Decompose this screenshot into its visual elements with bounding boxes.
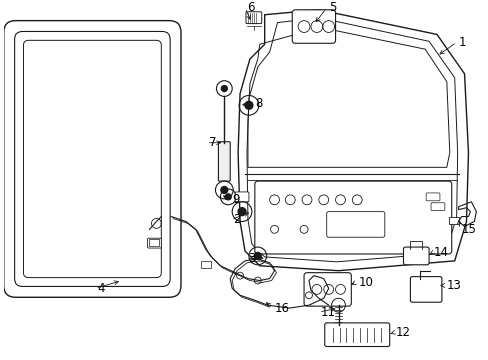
FancyBboxPatch shape bbox=[245, 12, 261, 24]
FancyBboxPatch shape bbox=[147, 238, 161, 248]
Text: 13: 13 bbox=[446, 279, 461, 292]
Polygon shape bbox=[238, 10, 468, 271]
FancyBboxPatch shape bbox=[23, 40, 161, 278]
Text: 5: 5 bbox=[328, 1, 335, 14]
Text: 16: 16 bbox=[274, 302, 289, 315]
Text: 6: 6 bbox=[246, 1, 254, 14]
FancyBboxPatch shape bbox=[430, 203, 444, 211]
Text: 9: 9 bbox=[232, 193, 239, 206]
Circle shape bbox=[244, 102, 252, 109]
Text: 2: 2 bbox=[233, 213, 240, 226]
Text: 7: 7 bbox=[208, 136, 216, 149]
Text: 14: 14 bbox=[433, 247, 448, 260]
FancyBboxPatch shape bbox=[292, 10, 335, 43]
Text: 12: 12 bbox=[395, 326, 410, 339]
Circle shape bbox=[225, 194, 231, 200]
FancyBboxPatch shape bbox=[200, 261, 210, 268]
FancyBboxPatch shape bbox=[403, 247, 428, 265]
FancyBboxPatch shape bbox=[4, 21, 181, 297]
Text: 15: 15 bbox=[461, 223, 475, 236]
FancyBboxPatch shape bbox=[15, 31, 170, 287]
FancyBboxPatch shape bbox=[425, 193, 439, 201]
Circle shape bbox=[238, 208, 245, 216]
FancyBboxPatch shape bbox=[304, 273, 350, 306]
Text: 1: 1 bbox=[458, 36, 465, 49]
FancyBboxPatch shape bbox=[235, 192, 248, 202]
Circle shape bbox=[221, 86, 227, 91]
Text: 10: 10 bbox=[358, 276, 372, 289]
FancyBboxPatch shape bbox=[218, 142, 230, 181]
FancyBboxPatch shape bbox=[149, 239, 159, 246]
Circle shape bbox=[221, 186, 227, 193]
FancyBboxPatch shape bbox=[409, 276, 441, 302]
Text: 11: 11 bbox=[320, 306, 335, 319]
Text: 3: 3 bbox=[247, 252, 255, 265]
Text: 4: 4 bbox=[97, 282, 104, 295]
FancyBboxPatch shape bbox=[254, 181, 451, 254]
Text: 8: 8 bbox=[254, 97, 262, 110]
FancyBboxPatch shape bbox=[326, 212, 384, 237]
FancyBboxPatch shape bbox=[448, 217, 458, 224]
Circle shape bbox=[254, 252, 261, 259]
FancyBboxPatch shape bbox=[324, 323, 389, 347]
